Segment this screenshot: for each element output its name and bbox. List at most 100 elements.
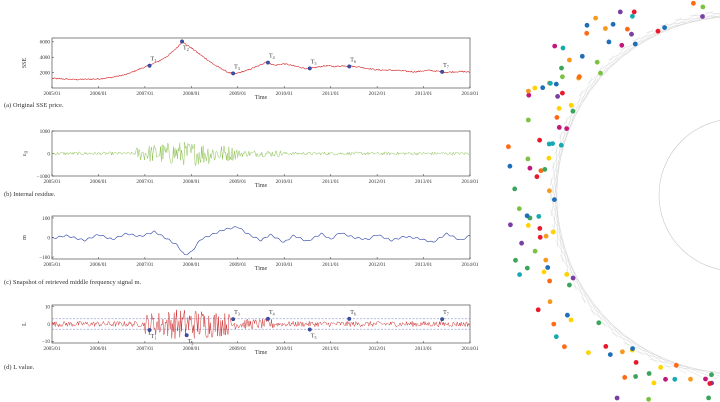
decor-dot	[700, 4, 706, 10]
y-tick-label: −10	[42, 339, 51, 345]
turning-point-marker	[147, 63, 152, 68]
decor-line	[664, 365, 720, 373]
decor-line	[600, 321, 687, 374]
decor-line	[572, 283, 643, 356]
x-axis-label: Time	[255, 350, 268, 356]
decor-line	[554, 65, 603, 155]
turning-point-marker	[266, 60, 270, 65]
turning-point-label: T7	[443, 63, 449, 70]
turning-point-label: T4	[269, 310, 275, 317]
decor-dot	[564, 272, 570, 277]
x-tick-label: 2014/01	[461, 91, 478, 97]
decor-dot	[691, 0, 696, 6]
x-tick-label: 2006/01	[90, 179, 107, 185]
decor-line	[549, 193, 577, 291]
turning-point-label: T7	[443, 310, 449, 317]
x-tick-label: 2013/01	[415, 346, 432, 352]
turning-point-subscript: 4	[273, 55, 275, 60]
decor-dot	[538, 168, 544, 174]
decor-dot	[632, 41, 638, 47]
decor-dot	[630, 13, 635, 19]
panel-d: 2005/01 2006/01 2007/01 2008/01 2009/01 2010/…	[4, 305, 479, 371]
decor-dot	[534, 174, 540, 180]
decor-line	[578, 28, 654, 97]
decor-line	[565, 269, 630, 348]
decor-dot	[619, 42, 625, 48]
decor-line	[589, 309, 672, 369]
x-tick-label: 2005/01	[43, 91, 60, 97]
x-tick-label: 2010/01	[276, 262, 293, 268]
decor-dot	[532, 85, 538, 91]
decor-line	[570, 36, 640, 111]
y-axis-label-subscript: II	[24, 150, 29, 153]
decor-dot	[568, 102, 574, 108]
turning-point-label: T2	[188, 339, 194, 346]
turning-point-marker	[347, 316, 352, 321]
y-tick-label: 4000	[40, 55, 51, 61]
turning-point-label: T6	[350, 310, 356, 317]
decor-line	[660, 17, 720, 26]
decor-line	[597, 17, 683, 72]
decor-dot	[560, 45, 566, 51]
decor-dot	[607, 352, 613, 357]
decor-line	[550, 177, 570, 277]
decor-dot	[672, 376, 678, 382]
decor-dot	[537, 234, 543, 240]
x-axis-label: Time	[255, 95, 268, 101]
x-tick-label: 2009/01	[229, 179, 246, 185]
turning-point-marker	[231, 317, 236, 322]
decor-dot	[603, 26, 608, 31]
decor-dot	[537, 226, 543, 231]
decor-dots	[506, 0, 714, 402]
x-tick-label: 2008/01	[183, 262, 200, 268]
x-tick-label: 2008/01	[183, 179, 200, 185]
decor-line	[623, 342, 718, 380]
decor-dot	[552, 197, 557, 203]
x-tick-label: 2009/01	[229, 91, 246, 97]
decor-dot	[546, 155, 552, 161]
x-tick-label: 2014/01	[461, 346, 478, 352]
decor-dot	[535, 307, 541, 313]
decor-line	[550, 89, 583, 186]
decor-line	[552, 224, 595, 316]
panel-b: 2005/01 2006/01 2007/01 2008/01 2009/01 2010/…	[4, 129, 479, 198]
decor-dot	[622, 375, 628, 380]
decor-dot	[610, 21, 616, 27]
y-tick-label: 1000	[40, 129, 51, 135]
decor-dot	[559, 65, 564, 71]
turning-point-label: T6	[350, 57, 356, 64]
turning-point-subscript: 2	[191, 341, 193, 346]
turning-point-marker	[231, 71, 236, 76]
decor-dot	[550, 229, 556, 235]
turning-point-subscript: 7	[447, 64, 449, 69]
y-axis-label: L	[22, 322, 28, 326]
decor-dot	[596, 320, 602, 326]
turning-point-marker	[440, 317, 445, 322]
decor-dot	[543, 233, 549, 239]
turning-point-subscript: 3	[238, 312, 240, 317]
decor-dot	[560, 74, 565, 80]
decor-dot	[663, 376, 668, 382]
turning-point-marker	[307, 327, 312, 332]
turning-point-subscript: 1	[154, 58, 156, 63]
decor-dot	[673, 362, 679, 368]
y-tick-label: −100	[39, 255, 50, 261]
x-tick-label: 2011/01	[322, 91, 339, 97]
decor-dot	[646, 371, 652, 376]
y-tick-label: −1000	[37, 174, 51, 180]
decor-dot	[526, 88, 531, 94]
x-tick-label: 2010/01	[276, 179, 293, 185]
decor-dot	[536, 214, 542, 219]
turning-point-label: T1	[151, 57, 157, 64]
x-tick-label: 2005/01	[43, 262, 60, 268]
decor-dot	[508, 222, 513, 228]
decor-dot	[655, 28, 661, 34]
turning-point-subscript: 6	[354, 311, 356, 316]
x-tick-label: 2006/01	[90, 91, 107, 97]
decor-dot	[556, 106, 562, 111]
x-tick-label: 2007/01	[136, 91, 153, 97]
decor-dot	[525, 117, 531, 123]
x-axis-label: Time	[255, 183, 268, 189]
turning-point-subscript: 5	[314, 61, 316, 66]
figure-panels: 2005/01 2006/01 2007/01 2008/01 2009/01 2010/…	[4, 37, 479, 371]
